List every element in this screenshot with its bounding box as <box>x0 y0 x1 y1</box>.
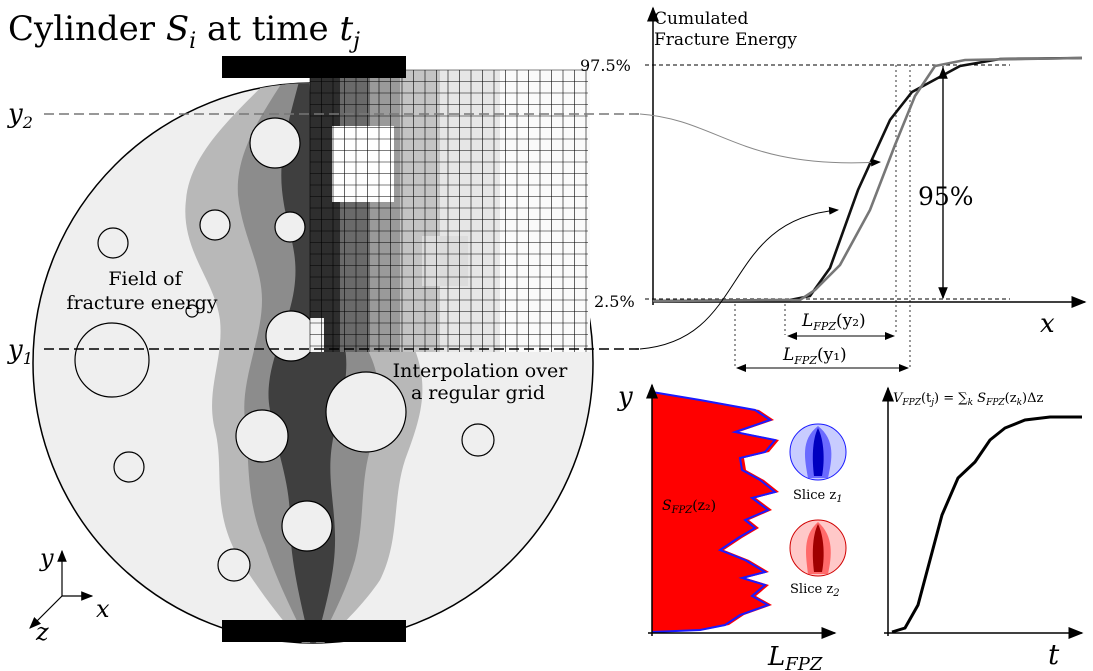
volume-curve <box>891 415 1082 634</box>
pores <box>74 117 495 582</box>
volume-xlabel: t <box>1048 638 1060 671</box>
pore <box>74 322 150 398</box>
volume-vs-time-plot: VFPZ(tj) = ∑k SFPZ(zk)Δz t <box>882 386 1084 671</box>
pore <box>274 211 306 243</box>
cumulative-energy-plot: Cumulated Fracture Energy x 97.5% 2.5% 95… <box>580 6 1087 372</box>
title: Cylinder Si at time tj <box>8 9 360 54</box>
cumulative-xlabel: x <box>1040 309 1055 339</box>
cumulative-curve-y2 <box>652 56 1083 303</box>
triad-x-label: x <box>96 595 110 623</box>
slice-z1-label: Slice z1 <box>793 488 843 505</box>
tick-97-5: 97.5% <box>580 56 631 75</box>
slice-z2-label: Slice z2 <box>790 582 840 599</box>
profile-line <box>651 391 778 633</box>
slice-z2-icon <box>789 519 847 577</box>
pore <box>97 227 129 259</box>
pore <box>281 500 333 552</box>
pore <box>325 371 407 453</box>
tick-2-5: 2.5% <box>594 292 635 311</box>
cumulative-ylabel: Cumulated Fracture Energy <box>654 9 797 50</box>
lfpz-y1: LFPZ(y₁) <box>782 345 847 367</box>
interpolation-grid <box>309 69 590 352</box>
pore <box>235 409 289 463</box>
interpolation-caption: Interpolation over a regular grid <box>393 360 569 404</box>
profile-xlabel: LFPZ <box>767 642 823 671</box>
profile-area <box>652 392 779 632</box>
volume-formula: VFPZ(tj) = ∑k SFPZ(zk)Δz <box>893 391 1043 408</box>
y2-label: y2 <box>7 99 33 132</box>
lfpz-y2: LFPZ(y₂) <box>801 311 866 333</box>
pore <box>249 117 301 169</box>
pore <box>265 310 317 362</box>
area-label: SFPZ(z₂) <box>662 498 716 516</box>
pore <box>217 548 251 582</box>
profile-ylabel: y <box>617 382 633 412</box>
cumulative-curve-y1 <box>652 56 1083 303</box>
bottom-clamp <box>222 620 406 642</box>
coordinate-triad <box>29 549 94 629</box>
slice-z1-icon <box>789 423 847 481</box>
triad-y-label: y <box>39 544 54 572</box>
top-clamp <box>222 56 406 78</box>
pore <box>185 304 199 318</box>
fpz-profile-plot: y LFPZ SFPZ(z₂) Slice z1 Slice z2 <box>617 382 847 671</box>
y1-label: y1 <box>7 335 33 368</box>
pore <box>461 423 495 457</box>
triad-z-label: z <box>35 618 49 646</box>
field-caption: Field of fracture energy <box>66 268 217 314</box>
span-95: 95% <box>918 182 974 211</box>
pore <box>199 209 231 241</box>
pore <box>113 451 145 483</box>
